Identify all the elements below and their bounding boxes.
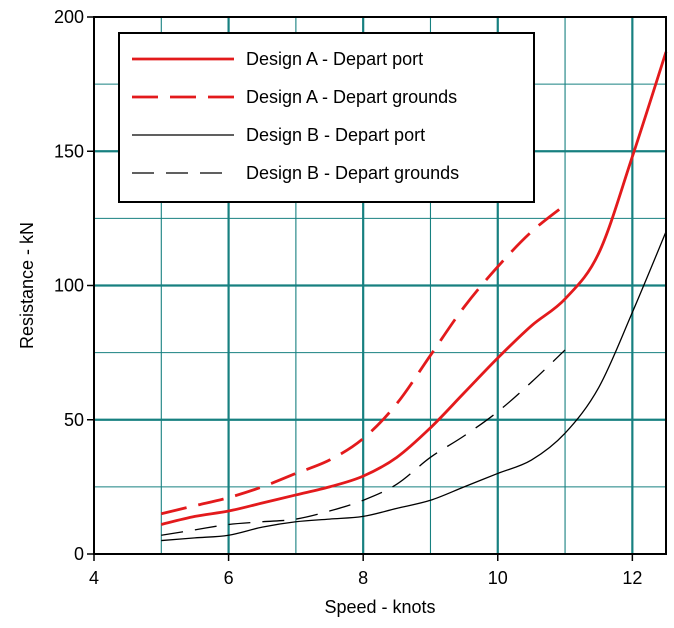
y-tick-label: 100 <box>54 276 84 296</box>
y-tick-label: 50 <box>64 410 84 430</box>
x-tick-label: 10 <box>488 568 508 588</box>
y-axis-title: Resistance - kN <box>17 222 37 349</box>
legend-box <box>118 32 535 203</box>
x-tick-label: 6 <box>224 568 234 588</box>
series-layer <box>160 51 668 542</box>
axis-ticks: 4 6 8 10 12 0 50 100 150 200 <box>54 7 642 588</box>
series-line-4 <box>161 349 566 536</box>
legend: Design A - Depart port Design A - Depart … <box>118 32 535 203</box>
x-tick-label: 8 <box>358 568 368 588</box>
series-line-2 <box>160 203 566 516</box>
x-tick-label: 12 <box>622 568 642 588</box>
y-tick-label: 0 <box>74 544 84 564</box>
x-tick-label: 4 <box>89 568 99 588</box>
legend-label: Design A - Depart port <box>246 49 423 69</box>
y-tick-label: 200 <box>54 7 84 27</box>
x-axis-title: Speed - knots <box>324 597 435 617</box>
series-line-3 <box>161 231 667 542</box>
legend-label: Design B - Depart grounds <box>246 163 459 183</box>
legend-label: Design A - Depart grounds <box>246 87 457 107</box>
legend-label: Design B - Depart port <box>246 125 425 145</box>
y-tick-label: 150 <box>54 141 84 161</box>
series-line-1 <box>160 51 668 526</box>
